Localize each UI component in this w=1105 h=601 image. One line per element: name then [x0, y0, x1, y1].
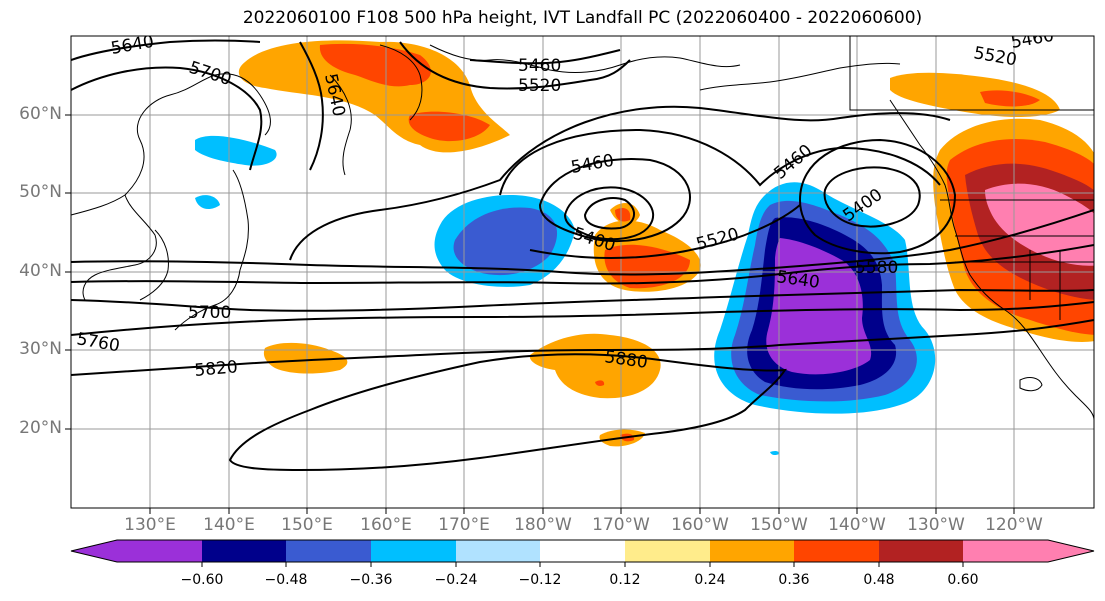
- colorbar-segment-7: [710, 540, 794, 562]
- lat-label: 20°N: [19, 418, 62, 438]
- map-panel: 5640 5700 5640 5460 5520 5460 5520 5460 …: [71, 26, 1094, 508]
- contour-label: 5760: [75, 329, 121, 356]
- ivt-positive-west-coast: [890, 72, 1094, 342]
- contour-low-center: [583, 197, 635, 230]
- contour-5820: [71, 319, 1094, 376]
- ivt-negative-gulf-alaska: [714, 182, 936, 414]
- lon-label: 130°W: [907, 515, 965, 535]
- colorbar-outline: [70, 539, 1095, 563]
- contour-5640-kamchatka: [299, 41, 324, 171]
- colorbar-tick-label: 0.60: [947, 572, 979, 588]
- lon-label: 160°W: [671, 515, 729, 535]
- contour-5640-east: [71, 244, 1094, 285]
- colorbar-segment-6: [625, 540, 710, 562]
- contour-label: 5460: [1009, 26, 1055, 53]
- colorbar-segment-3: [371, 540, 456, 562]
- colorbar-tick-label: 0.48: [863, 572, 895, 588]
- contour-label: 5520: [518, 76, 561, 96]
- contour-label: 5460: [770, 141, 816, 184]
- lat-label: 30°N: [19, 339, 62, 359]
- map-title: 2022060100 F108 500 hPa height, IVT Land…: [242, 8, 923, 28]
- ivt-negative-dateline: [434, 195, 575, 287]
- contour-5400-low: [563, 186, 655, 241]
- colorbar-segment-8: [794, 540, 879, 562]
- colorbar-segment-0: [71, 540, 202, 562]
- contour-label: 5460: [569, 151, 615, 178]
- contour-5700-east: [71, 288, 1094, 312]
- ivt-positive-west-kamchatka: [238, 40, 510, 153]
- colorbar-segment-1: [202, 540, 286, 562]
- contour-label: 5520: [694, 224, 741, 255]
- contour-5460-east: [798, 138, 957, 255]
- lon-label: 170°E: [438, 515, 490, 535]
- height-contours: [71, 39, 1094, 472]
- lon-label: 180°W: [514, 515, 572, 535]
- lon-label: 150°W: [750, 515, 808, 535]
- colorbar-segment-4: [456, 540, 540, 562]
- contour-label: 5640: [109, 32, 155, 59]
- lon-label: 120°W: [985, 515, 1043, 535]
- contour-label: 5460: [518, 56, 561, 76]
- colorbar-tick-label: 0.12: [609, 572, 641, 588]
- contour-5880: [228, 353, 787, 472]
- ivt-negative-hokkaido: [195, 135, 277, 210]
- contour-5460-north: [469, 49, 621, 65]
- lat-label: 60°N: [19, 104, 62, 124]
- colorbar-segment-9: [879, 540, 963, 562]
- colorbar-tick-label: −0.48: [264, 572, 308, 588]
- colorbar-tick-label: −0.60: [180, 572, 224, 588]
- contour-5520-north: [399, 41, 631, 90]
- lat-label: 40°N: [19, 261, 62, 281]
- contour-5580-band: [289, 105, 951, 261]
- contour-5400-east: [823, 166, 921, 228]
- lon-label: 160°E: [360, 515, 412, 535]
- contour-label: 5580: [855, 258, 898, 278]
- lat-label: 50°N: [19, 182, 62, 202]
- contour-5520-east: [529, 204, 801, 259]
- contour-label: 5820: [194, 357, 239, 381]
- contour-5580-east: [71, 209, 1094, 276]
- colorbar-tick-label: 0.24: [694, 572, 726, 588]
- axis-ticks: [65, 114, 1015, 514]
- lon-label: 140°E: [203, 515, 255, 535]
- contour-5520-band: [499, 128, 941, 196]
- colorbar-tick-label: 0.36: [778, 572, 810, 588]
- colorbar-tick-label: −0.24: [434, 572, 478, 588]
- lon-label: 170°W: [592, 515, 650, 535]
- colorbar-segment-10: [963, 540, 1094, 562]
- colorbar-segment-2: [286, 540, 371, 562]
- colorbar-tick-label: −0.36: [349, 572, 393, 588]
- colorbar: [70, 539, 1095, 567]
- contour-5460-low: [538, 158, 691, 242]
- colorbar-tick-label: −0.12: [518, 572, 562, 588]
- lon-label: 130°E: [124, 515, 176, 535]
- contour-5640-west: [71, 39, 261, 61]
- contour-5760: [71, 301, 1094, 336]
- lon-label: 140°W: [828, 515, 886, 535]
- colorbar-segment-5: [540, 540, 625, 562]
- lon-label: 150°E: [281, 515, 333, 535]
- contour-label: 5700: [188, 303, 231, 323]
- coastlines: [71, 36, 1094, 421]
- contour-5700-west: [71, 66, 263, 171]
